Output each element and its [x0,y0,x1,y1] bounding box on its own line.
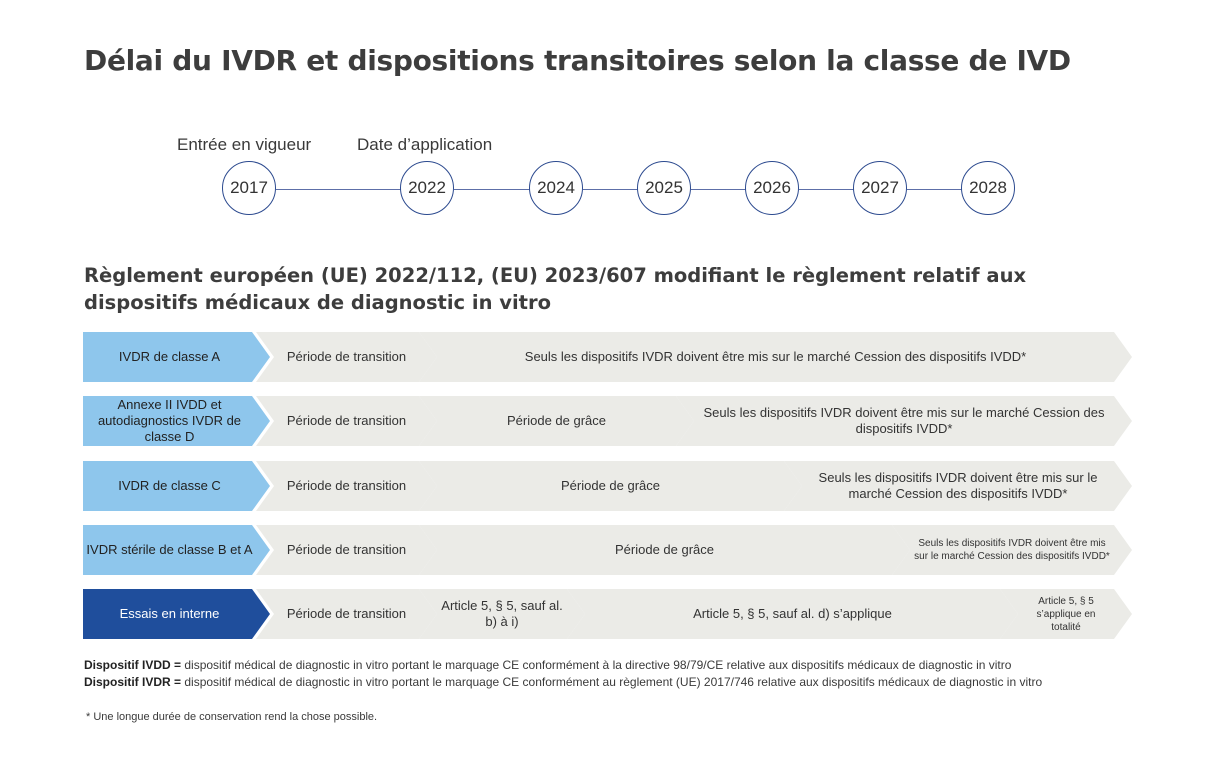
legend-text: dispositif médical de diagnostic in vitr… [181,658,1012,672]
segment-transition-period: Période de transition [256,525,437,575]
footnote: * Une longue durée de conservation rend … [86,711,378,723]
regulation-subtitle: Règlement européen (UE) 2022/112, (EU) 2… [84,264,1027,314]
timeline-connector [691,189,746,190]
row-label-class-c: IVDR de classe C [83,461,270,511]
legend-text: dispositif médical de diagnostic in vitr… [181,675,1043,689]
row-label-in-house-tests: Essais en interne [83,589,270,639]
definitions-legend: Dispositif IVDD = dispositif médical de … [84,657,1042,691]
timeline-year-2026: 2026 [745,161,799,215]
segment-ivdr-only: Seuls les dispositifs IVDR doivent être … [892,525,1132,575]
segment-ivdr-only: Seuls les dispositifs IVDR doivent être … [784,461,1132,511]
legend-ivdd-definition: Dispositif IVDD = dispositif médical de … [84,657,1042,674]
legend-ivdr-definition: Dispositif IVDR = dispositif médical de … [84,674,1042,691]
timeline-year-2022: 2022 [400,161,454,215]
timeline-year-2017: 2017 [222,161,276,215]
segment-grace-period: Période de grâce [419,461,802,511]
row-label-sterile-class-b-a: IVDR stérile de classe B et A [83,525,270,575]
segment-transition-period: Période de transition [256,396,437,446]
row-label-class-d: Annexe II IVDD et autodiagnostics IVDR d… [83,396,270,446]
timeline-label-entry-into-force: Entrée en vigueur [177,135,312,154]
segment-article-5-partial: Article 5, § 5, sauf al. b) à i) [419,589,585,639]
timeline: Entrée en vigueur Date d’application 201… [0,0,1212,240]
segment-transition-period: Période de transition [256,461,437,511]
segment-grace-period: Période de grâce [419,525,910,575]
timeline-year-2028: 2028 [961,161,1015,215]
timeline-year-2025: 2025 [637,161,691,215]
timeline-connector [799,189,854,190]
timeline-connector [276,189,401,190]
timeline-connector [454,189,530,190]
timeline-connector [583,189,638,190]
timeline-connector [907,189,962,190]
segment-grace-period: Période de grâce [419,396,694,446]
segment-ivdr-only: Seuls les dispositifs IVDR doivent être … [419,332,1132,382]
row-label-class-a: IVDR de classe A [83,332,270,382]
timeline-year-2027: 2027 [853,161,907,215]
legend-term: Dispositif IVDR = [84,675,182,689]
segment-article-5-full: Article 5, § 5 s’applique en totalité [1000,589,1132,639]
timeline-label-application-date: Date d’application [357,135,493,154]
timeline-year-2024: 2024 [529,161,583,215]
segment-transition-period: Période de transition [256,589,437,639]
segment-transition-period: Période de transition [256,332,437,382]
page-title: Délai du IVDR et dispositions transitoir… [84,44,1071,77]
legend-term: Dispositif IVDD = [84,658,182,672]
segment-ivdr-only: Seuls les dispositifs IVDR doivent être … [676,396,1132,446]
segment-article-5-except-d: Article 5, § 5, sauf al. d) s’applique [567,589,1018,639]
